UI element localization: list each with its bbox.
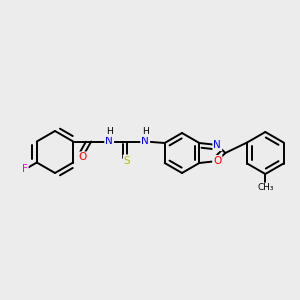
Text: N: N <box>105 136 113 146</box>
Text: N: N <box>141 136 149 146</box>
Text: O: O <box>78 152 86 163</box>
Text: S: S <box>124 155 130 166</box>
Text: N: N <box>213 140 221 150</box>
Text: H: H <box>142 127 148 136</box>
Text: O: O <box>213 156 221 166</box>
Text: CH₃: CH₃ <box>257 184 274 193</box>
Text: H: H <box>106 127 112 136</box>
Text: F: F <box>22 164 28 175</box>
